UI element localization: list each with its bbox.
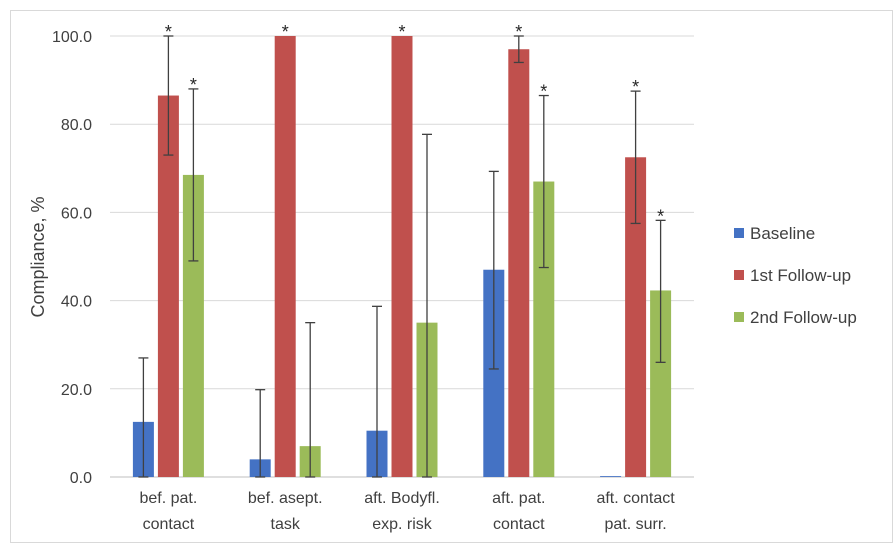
legend-swatch: [734, 312, 744, 322]
significance-marker: *: [165, 22, 172, 42]
bar: [182, 174, 204, 478]
x-category-label: contact: [493, 516, 545, 533]
legend-swatch: [734, 270, 744, 280]
significance-marker: *: [657, 206, 664, 226]
x-category-label: aft. contact: [596, 490, 675, 507]
bar: [533, 181, 555, 477]
y-tick-label: 20.0: [61, 382, 92, 399]
x-category-label: aft. pat.: [492, 490, 545, 507]
legend-label: Baseline: [750, 224, 815, 243]
significance-marker: *: [282, 22, 289, 42]
legend-label: 2nd Follow-up: [750, 308, 857, 327]
significance-markers: * * * * * * * *: [165, 22, 664, 226]
y-axis-title: Compliance, %: [28, 196, 48, 317]
legend-label: 1st Follow-up: [750, 266, 851, 285]
significance-marker: *: [540, 82, 547, 102]
x-category-label: bef. pat.: [139, 490, 197, 507]
y-axis-ticks: 0.0 20.0 40.0 60.0 80.0 100.0: [52, 29, 92, 487]
significance-marker: *: [515, 22, 522, 42]
y-tick-label: 80.0: [61, 117, 92, 134]
x-category-label: bef. asept.: [248, 490, 323, 507]
bar: [483, 269, 505, 477]
x-category-label: pat. surr.: [604, 516, 666, 533]
legend: Baseline 1st Follow-up 2nd Follow-up: [734, 224, 857, 327]
bar: [157, 95, 179, 477]
y-tick-label: 40.0: [61, 294, 92, 311]
chart-border: [10, 10, 893, 543]
bar: [650, 290, 672, 477]
bar: [600, 476, 622, 477]
significance-marker: *: [398, 22, 405, 42]
x-category-label: exp. risk: [372, 516, 433, 533]
bar: [391, 36, 413, 477]
significance-marker: *: [632, 77, 639, 97]
y-tick-label: 0.0: [70, 470, 92, 487]
bar: [274, 36, 296, 477]
bar: [625, 157, 647, 477]
significance-marker: *: [190, 75, 197, 95]
y-tick-label: 100.0: [52, 29, 92, 46]
x-axis-labels: bef. pat. contact bef. asept. task aft. Body…: [139, 490, 675, 533]
y-tick-label: 60.0: [61, 205, 92, 222]
x-category-label: aft. Bodyfl.: [364, 490, 440, 507]
x-category-label: contact: [143, 516, 195, 533]
error-bars: [138, 35, 666, 478]
x-category-label: task: [271, 516, 301, 533]
bar: [508, 49, 530, 477]
bars: [132, 36, 672, 478]
legend-swatch: [734, 228, 744, 238]
